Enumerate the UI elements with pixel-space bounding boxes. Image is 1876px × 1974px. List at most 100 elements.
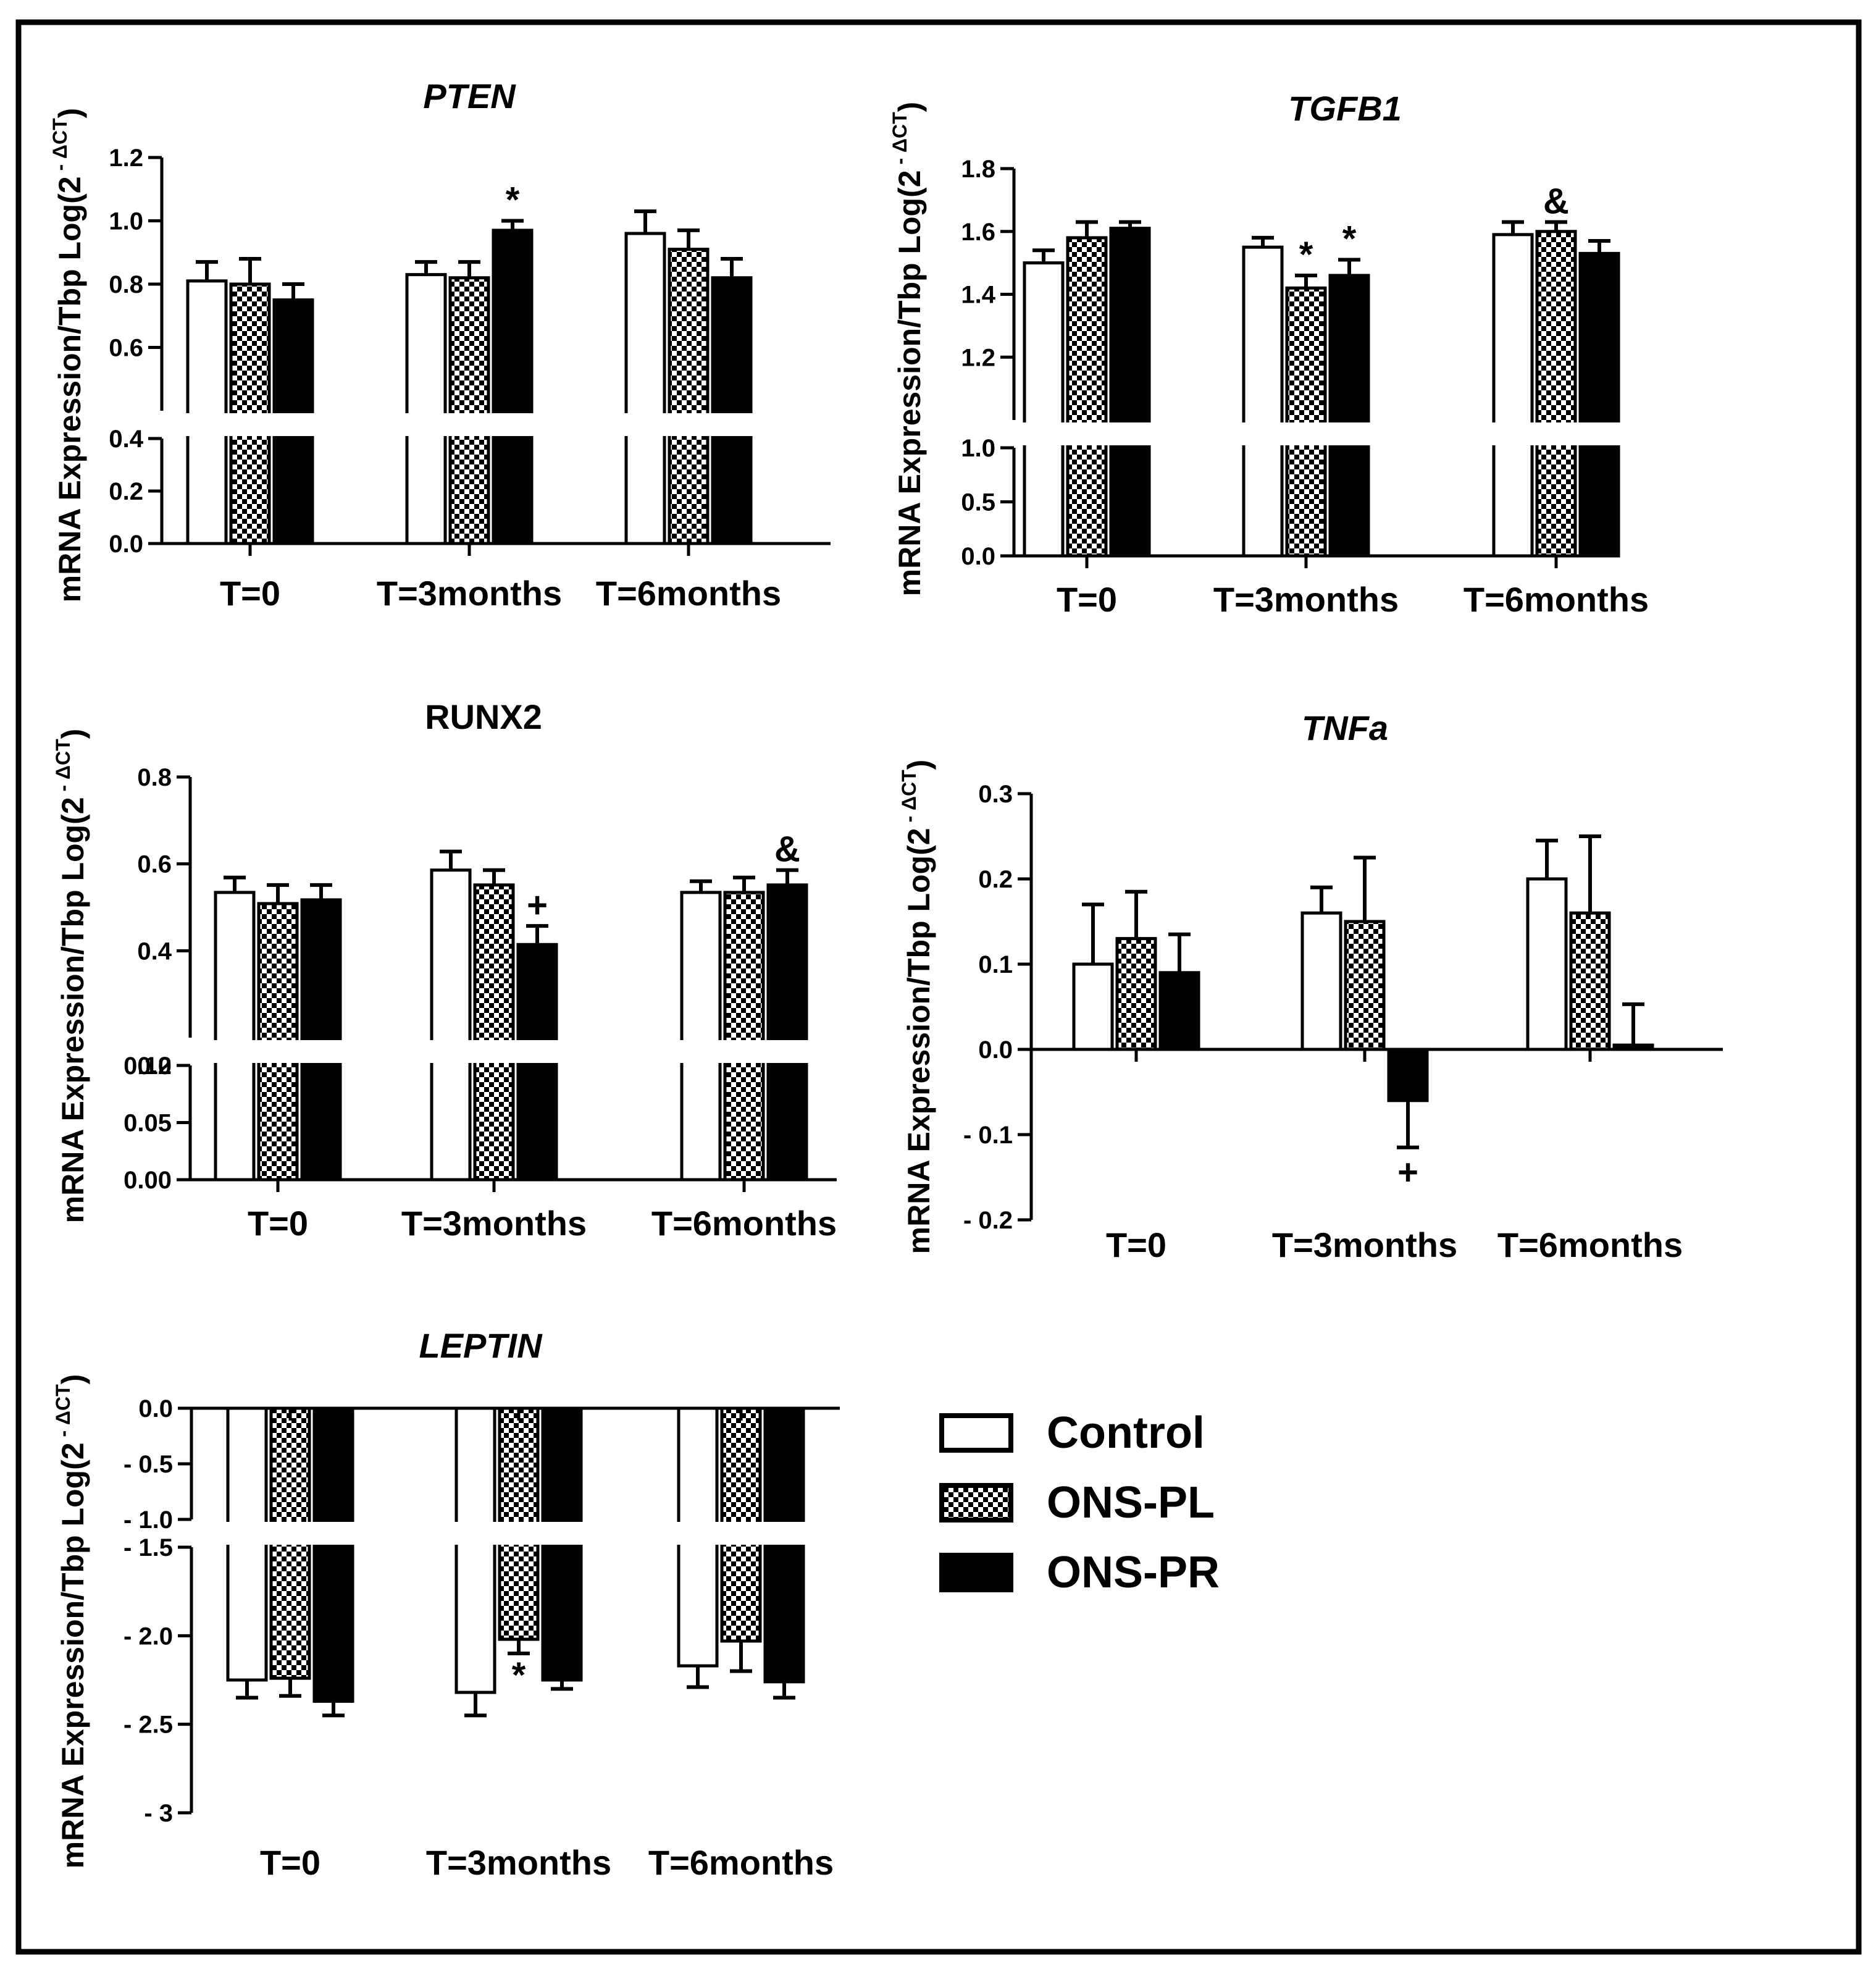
bar-pten-ONS-PL-T=6months (668, 248, 710, 545)
significance-mark: & (1543, 181, 1569, 221)
y-tick-label: 0.0 (961, 543, 995, 570)
y-axis-label: mRNA Expression/Tbp Log(2 - ΔCT) (898, 760, 936, 1254)
bar-tgfb1-ONS-PR-T=6months (1578, 251, 1620, 558)
y-axis-label-exponent: - ΔCT (49, 118, 71, 177)
x-category-label: T=3months (401, 1204, 587, 1243)
y-axis-label: mRNA Expression/Tbp Log(2 - ΔCT) (52, 1374, 90, 1869)
y-tick-label: 1.2 (961, 344, 995, 371)
y-tick-label: 0.8 (137, 764, 172, 791)
y-tick-label: 1.0 (961, 435, 995, 462)
y-axis-label-main: mRNA Expression/Tbp Log(2 (902, 828, 936, 1254)
bar-leptin-ONS-PR-T=0 (312, 1406, 354, 1703)
x-category-label: T=3months (1272, 1225, 1457, 1264)
y-tick-label: 0.00 (124, 1167, 172, 1194)
x-category-label: T=6months (1497, 1225, 1683, 1264)
y-tick-label: - 3 (144, 1800, 173, 1827)
bar-runx2-ONS-PR-T=6months (766, 883, 808, 1182)
y-tick-label: 0.0 (978, 1036, 1013, 1064)
y-axis-label: mRNA Expression/Tbp Log(2 - ΔCT) (889, 102, 927, 597)
chart-leptin: LEPTIN - 3 - 2.5 - 2.0 - 1.5- 1.0 - 0.5 0.0 T=0… (52, 1326, 852, 1882)
bar-tgfb1-ONS-PR-T=3months (1328, 274, 1370, 558)
y-axis-label-close: ) (56, 729, 90, 739)
bar-tgfb1-Control-T=6months (1492, 233, 1534, 558)
chart-title: TGFB1 (1288, 89, 1402, 128)
y-tick-label: 1.0 (109, 208, 143, 235)
bar-tnfa-ONS-PL-T=6months (1569, 911, 1611, 1051)
legend-swatch-ONS-PR (939, 1553, 1013, 1592)
y-tick-label: 0.4 (109, 426, 143, 453)
x-category-label: T=3months (377, 574, 562, 613)
y-tick-label: 0.4 (109, 426, 143, 453)
y-tick-label: 1.4 (961, 282, 995, 309)
bar-pten-Control-T=6months (624, 232, 666, 545)
x-category-label: T=3months (426, 1843, 611, 1882)
y-axis-label-main: mRNA Expression/Tbp Log(2 (56, 1442, 90, 1868)
y-tick-label: - 1.0 (124, 1506, 173, 1534)
y-axis-label-exponent: - ΔCT (52, 1384, 74, 1443)
chart-tnfa: TNFa - 0.2 - 0.1 0.0 0.1 0.2 0.3 T=0 T=3months T=… (898, 708, 1723, 1264)
y-tick-label: 0.3 (978, 781, 1013, 808)
bar-tnfa-ONS-PR-T=0 (1158, 971, 1200, 1051)
y-tick-label: 0.2 (109, 478, 143, 505)
bar-tgfb1-ONS-PL-T=3months (1285, 286, 1327, 558)
legend-swatch-Control (939, 1413, 1013, 1453)
bar-runx2-ONS-PL-T=6months (723, 891, 765, 1182)
bar-runx2-ONS-PR-T=0 (300, 898, 342, 1182)
y-axis-label-close: ) (892, 102, 927, 112)
y-tick-label: 0.8 (109, 271, 143, 298)
y-tick-label: - 0.1 (963, 1122, 1013, 1149)
bar-tnfa-Control-T=6months (1526, 877, 1568, 1051)
bar-tnfa-ONS-PR-T=3months (1387, 1048, 1429, 1102)
axis-break-gap (167, 1522, 852, 1545)
axis-break-gap (989, 422, 1620, 445)
y-tick-label: 0.0 (138, 1395, 173, 1422)
significance-mark: & (774, 830, 800, 870)
legend-swatch-ONS-PL (939, 1483, 1013, 1522)
legend: Control ONS-PL ONS-PR (939, 1408, 1220, 1597)
y-axis-label: mRNA Expression/Tbp Log(2 - ΔCT) (52, 729, 90, 1224)
y-tick-label: 0.4 (137, 938, 172, 965)
charts-layer: PTEN 0.0 0.2 0.4 0.4 0.6 0.8 1.0 1.2 T=0 T=3months… (49, 77, 1723, 1882)
chart-title: RUNX2 (425, 697, 542, 736)
axis-break-gap (165, 1040, 849, 1063)
bar-pten-ONS-PR-T=3months (492, 229, 534, 545)
x-category-label: T=0 (1106, 1225, 1166, 1264)
bar-tgfb1-ONS-PL-T=0 (1066, 236, 1108, 558)
bar-tgfb1-Control-T=0 (1023, 261, 1065, 558)
bar-tgfb1-ONS-PL-T=6months (1535, 230, 1577, 558)
y-tick-label: 1.2 (109, 145, 143, 172)
x-category-label: T=3months (1213, 580, 1399, 619)
x-category-label: T=6months (1464, 580, 1649, 619)
y-axis-label-close: ) (902, 760, 936, 770)
bar-pten-Control-T=0 (186, 279, 228, 545)
legend-label-ONS-PL: ONS-PL (1047, 1478, 1215, 1527)
bar-leptin-Control-T=3months (454, 1406, 496, 1694)
y-tick-label: 1.0 (961, 435, 995, 462)
x-category-label: T=0 (1057, 580, 1117, 619)
y-tick-label: 1.8 (961, 156, 995, 183)
y-axis-label-exponent: - ΔCT (52, 739, 74, 797)
y-axis-label: mRNA Expression/Tbp Log(2 - ΔCT) (49, 108, 87, 603)
bar-pten-ONS-PL-T=3months (448, 276, 490, 545)
y-tick-label: 0.2 (137, 1052, 172, 1080)
bar-runx2-Control-T=0 (214, 891, 256, 1182)
x-category-label: T=0 (220, 574, 280, 613)
bar-tnfa-ONS-PL-T=3months (1344, 920, 1386, 1051)
y-tick-label: 0.5 (961, 489, 995, 516)
bar-pten-Control-T=3months (405, 273, 447, 545)
bar-runx2-ONS-PL-T=3months (473, 883, 515, 1182)
y-axis-label-exponent: - ΔCT (889, 112, 911, 170)
legend-label-ONS-PR: ONS-PR (1047, 1548, 1220, 1597)
significance-mark: * (1342, 219, 1357, 259)
chart-title: PTEN (423, 77, 516, 116)
bar-tnfa-Control-T=0 (1072, 962, 1114, 1051)
x-category-label: T=6months (651, 1204, 837, 1243)
chart-title: TNFa (1302, 708, 1388, 747)
bar-tnfa-ONS-PL-T=0 (1115, 937, 1157, 1051)
chart-title: LEPTIN (419, 1326, 543, 1365)
y-axis-label-main: mRNA Expression/Tbp Log(2 (56, 797, 90, 1223)
axis-break-gap (137, 413, 843, 436)
y-tick-label: 1.6 (961, 219, 995, 246)
y-axis-label-exponent: - ΔCT (898, 770, 920, 828)
